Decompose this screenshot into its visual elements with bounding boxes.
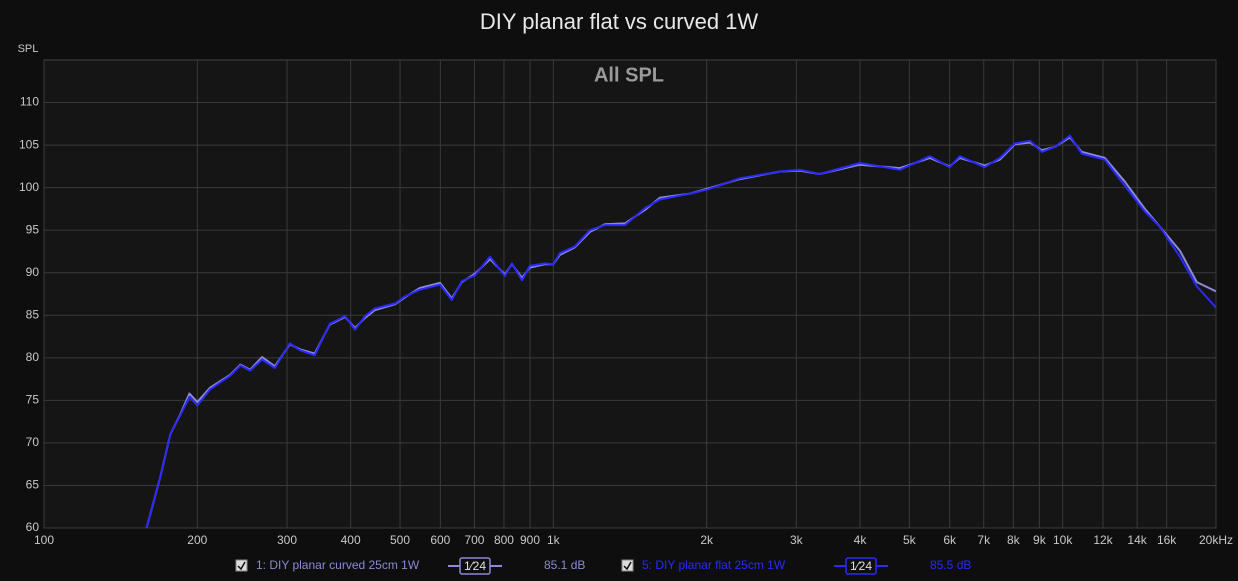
x-tick-label: 12k xyxy=(1093,533,1113,547)
legend-level: 85.5 dB xyxy=(930,558,971,572)
x-tick-label: 500 xyxy=(390,533,410,547)
x-tick-label: 14k xyxy=(1127,533,1147,547)
legend-checkbox[interactable] xyxy=(621,559,634,572)
x-tick-label: 16k xyxy=(1157,533,1177,547)
y-tick-label: 70 xyxy=(26,435,40,449)
legend-check xyxy=(623,561,632,571)
x-tick-label: 6k xyxy=(943,533,957,547)
smoothing-label: 1⁄24 xyxy=(850,559,872,573)
legend-level: 85.1 dB xyxy=(544,558,585,572)
y-tick-label: 90 xyxy=(26,265,40,279)
x-tick-label: 7k xyxy=(977,533,991,547)
y-tick-label: 60 xyxy=(26,520,40,534)
legend-label: 5: DIY planar flat 25cm 1W xyxy=(642,558,786,572)
legend-label: 1: DIY planar curved 25cm 1W xyxy=(256,558,420,572)
y-axis-label: SPL xyxy=(18,43,39,55)
x-tick-label: 10k xyxy=(1053,533,1073,547)
x-tick-label: 100 xyxy=(34,533,54,547)
legend-checkbox[interactable] xyxy=(235,559,248,572)
plot-area xyxy=(43,59,1217,529)
y-tick-label: 110 xyxy=(20,95,39,109)
x-tick-label: 4k xyxy=(854,533,868,547)
x-tick-label: 900 xyxy=(520,533,540,547)
x-tick-label: 8k xyxy=(1007,533,1021,547)
series-line xyxy=(145,134,1216,528)
x-tick-label: 1k xyxy=(547,533,561,547)
x-tick-label: 600 xyxy=(430,533,450,547)
chart-title: DIY planar flat vs curved 1W xyxy=(480,9,759,34)
x-tick-label: 800 xyxy=(494,533,514,547)
x-tick-label: 9k xyxy=(1033,533,1047,547)
smoothing-box[interactable] xyxy=(459,557,491,575)
x-tick-label: 5k xyxy=(903,533,917,547)
x-tick-label: 200 xyxy=(187,533,207,547)
y-tick-label: 80 xyxy=(26,350,40,364)
y-tick-label: 85 xyxy=(26,307,40,321)
y-tick-label: 105 xyxy=(19,137,39,151)
x-tick-label: 700 xyxy=(464,533,484,547)
x-tick-label: 3k xyxy=(790,533,804,547)
smoothing-label: 1⁄24 xyxy=(464,559,486,573)
x-tick-label: 400 xyxy=(341,533,361,547)
annotation: All SPL xyxy=(594,64,664,86)
y-tick-label: 95 xyxy=(26,222,40,236)
y-tick-label: 100 xyxy=(19,180,39,194)
smoothing-box[interactable] xyxy=(845,557,877,575)
y-tick-label: 65 xyxy=(26,478,40,492)
x-tick-label: 2k xyxy=(700,533,714,547)
x-tick-label: 300 xyxy=(277,533,297,547)
legend-check xyxy=(237,561,246,571)
x-tick-label: 20kHz xyxy=(1199,533,1233,547)
y-tick-label: 75 xyxy=(26,393,40,407)
